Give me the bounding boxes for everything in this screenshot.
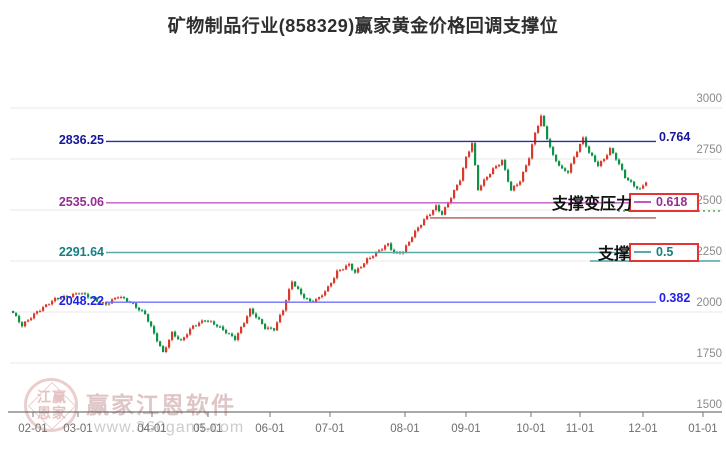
fib-ratio-label-0382: 0.382 xyxy=(659,291,691,306)
fib-ratio-label-05: 0.5 xyxy=(656,245,674,259)
watermark-brand: 赢家江恩软件 xyxy=(86,392,236,418)
line-swatch xyxy=(634,251,651,253)
chart-title: 矿物制品行业(858329)赢家黄金价格回调支撑位 xyxy=(167,16,559,36)
y-axis-label: 1500 xyxy=(696,399,722,411)
y-axis-label: 1750 xyxy=(696,348,722,360)
fib-ratio-box-0618: 0.618 xyxy=(629,192,699,212)
y-axis-label: 2750 xyxy=(696,144,722,156)
annotation-support-turns-resistance: 支撑变压力 xyxy=(551,196,632,213)
x-axis-label: 11-01 xyxy=(565,423,595,435)
gridlines xyxy=(10,107,722,364)
x-axis-label: 03-01 xyxy=(63,423,93,435)
watermark-logo: 江赢恩家 xyxy=(24,378,78,432)
y-axis-label: 2500 xyxy=(696,195,722,207)
fib-ratio-box-05: 0.5 xyxy=(629,242,699,262)
y-axis-label: 3000 xyxy=(696,93,722,105)
fib-ratio-label-0618: 0.618 xyxy=(656,195,688,210)
line-swatch xyxy=(634,201,651,204)
x-axis-label: 12-01 xyxy=(628,423,658,435)
watermark-logo-text: 江赢恩家 xyxy=(37,389,67,421)
watermark-url: www.360gann.com xyxy=(94,419,245,436)
x-axis-label: 08-01 xyxy=(390,423,420,435)
support-price-label-2291: 2291.64 xyxy=(58,244,104,259)
support-lines xyxy=(106,140,656,303)
x-axis-label: 06-01 xyxy=(255,423,285,435)
x-axis-label: 07-01 xyxy=(315,423,345,435)
annotation-support: 支撑 xyxy=(597,246,630,263)
support-price-label-2048: 2048.22 xyxy=(58,294,104,309)
x-axis-label: 04-01 xyxy=(137,423,167,435)
support-price-label-2535: 2535.06 xyxy=(58,194,104,209)
x-axis xyxy=(8,411,722,417)
candles xyxy=(12,114,648,354)
x-axis-label: 02-01 xyxy=(18,423,48,435)
x-axis-label: 09-01 xyxy=(451,423,481,435)
x-axis-label: 10-01 xyxy=(516,423,546,435)
fib-ratio-label-0764: 0.764 xyxy=(659,130,691,145)
x-axis-label: 01-01 xyxy=(688,423,718,435)
support-price-label-2836: 2836.25 xyxy=(58,133,104,148)
y-axis-label: 2000 xyxy=(696,297,722,309)
x-axis-label: 05-01 xyxy=(193,423,223,435)
y-axis-label: 2250 xyxy=(696,246,722,258)
